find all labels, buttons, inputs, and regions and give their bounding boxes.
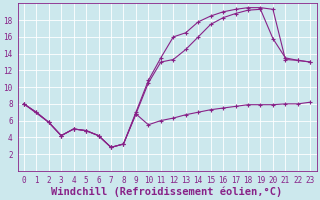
X-axis label: Windchill (Refroidissement éolien,°C): Windchill (Refroidissement éolien,°C) bbox=[52, 186, 283, 197]
